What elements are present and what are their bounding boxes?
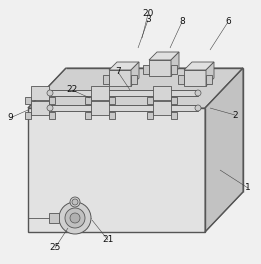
Text: 20: 20	[142, 10, 154, 18]
Text: 2: 2	[232, 111, 238, 120]
Polygon shape	[149, 52, 179, 60]
Circle shape	[47, 90, 53, 96]
Circle shape	[195, 90, 201, 96]
Polygon shape	[147, 112, 153, 119]
Polygon shape	[49, 97, 55, 104]
Text: 3: 3	[145, 16, 151, 25]
Circle shape	[70, 197, 80, 207]
Polygon shape	[91, 101, 109, 115]
Text: 1: 1	[245, 183, 251, 192]
Polygon shape	[171, 65, 177, 74]
Polygon shape	[171, 112, 177, 119]
Polygon shape	[143, 65, 149, 74]
Polygon shape	[85, 97, 91, 104]
Polygon shape	[103, 75, 109, 84]
Polygon shape	[25, 112, 31, 119]
Text: 22: 22	[66, 86, 78, 95]
Polygon shape	[206, 75, 212, 84]
Polygon shape	[109, 112, 115, 119]
Text: 6: 6	[225, 17, 231, 26]
Text: 25: 25	[49, 243, 61, 252]
Text: 7: 7	[115, 68, 121, 77]
Polygon shape	[49, 213, 59, 223]
Polygon shape	[205, 68, 243, 232]
Text: 9: 9	[7, 114, 13, 122]
Circle shape	[59, 202, 91, 234]
Polygon shape	[50, 90, 198, 96]
Polygon shape	[149, 60, 171, 76]
Polygon shape	[131, 75, 137, 84]
Polygon shape	[171, 52, 179, 76]
Polygon shape	[85, 112, 91, 119]
Polygon shape	[178, 75, 184, 84]
Circle shape	[72, 199, 78, 205]
Polygon shape	[109, 70, 131, 86]
Polygon shape	[109, 62, 139, 70]
Polygon shape	[31, 101, 49, 115]
Polygon shape	[91, 86, 109, 100]
Polygon shape	[50, 105, 198, 111]
Text: 21: 21	[102, 235, 114, 244]
Text: 8: 8	[179, 17, 185, 26]
Polygon shape	[28, 108, 205, 232]
Polygon shape	[131, 62, 139, 86]
Circle shape	[70, 213, 80, 223]
Polygon shape	[49, 112, 55, 119]
Polygon shape	[28, 68, 243, 108]
Polygon shape	[147, 97, 153, 104]
Polygon shape	[171, 97, 177, 104]
Polygon shape	[109, 97, 115, 104]
Polygon shape	[184, 62, 214, 70]
Polygon shape	[153, 86, 171, 100]
Polygon shape	[153, 101, 171, 115]
Polygon shape	[31, 86, 49, 100]
Circle shape	[195, 105, 201, 111]
Circle shape	[65, 208, 85, 228]
Polygon shape	[206, 62, 214, 86]
Circle shape	[47, 105, 53, 111]
Polygon shape	[25, 97, 31, 104]
Polygon shape	[184, 70, 206, 86]
